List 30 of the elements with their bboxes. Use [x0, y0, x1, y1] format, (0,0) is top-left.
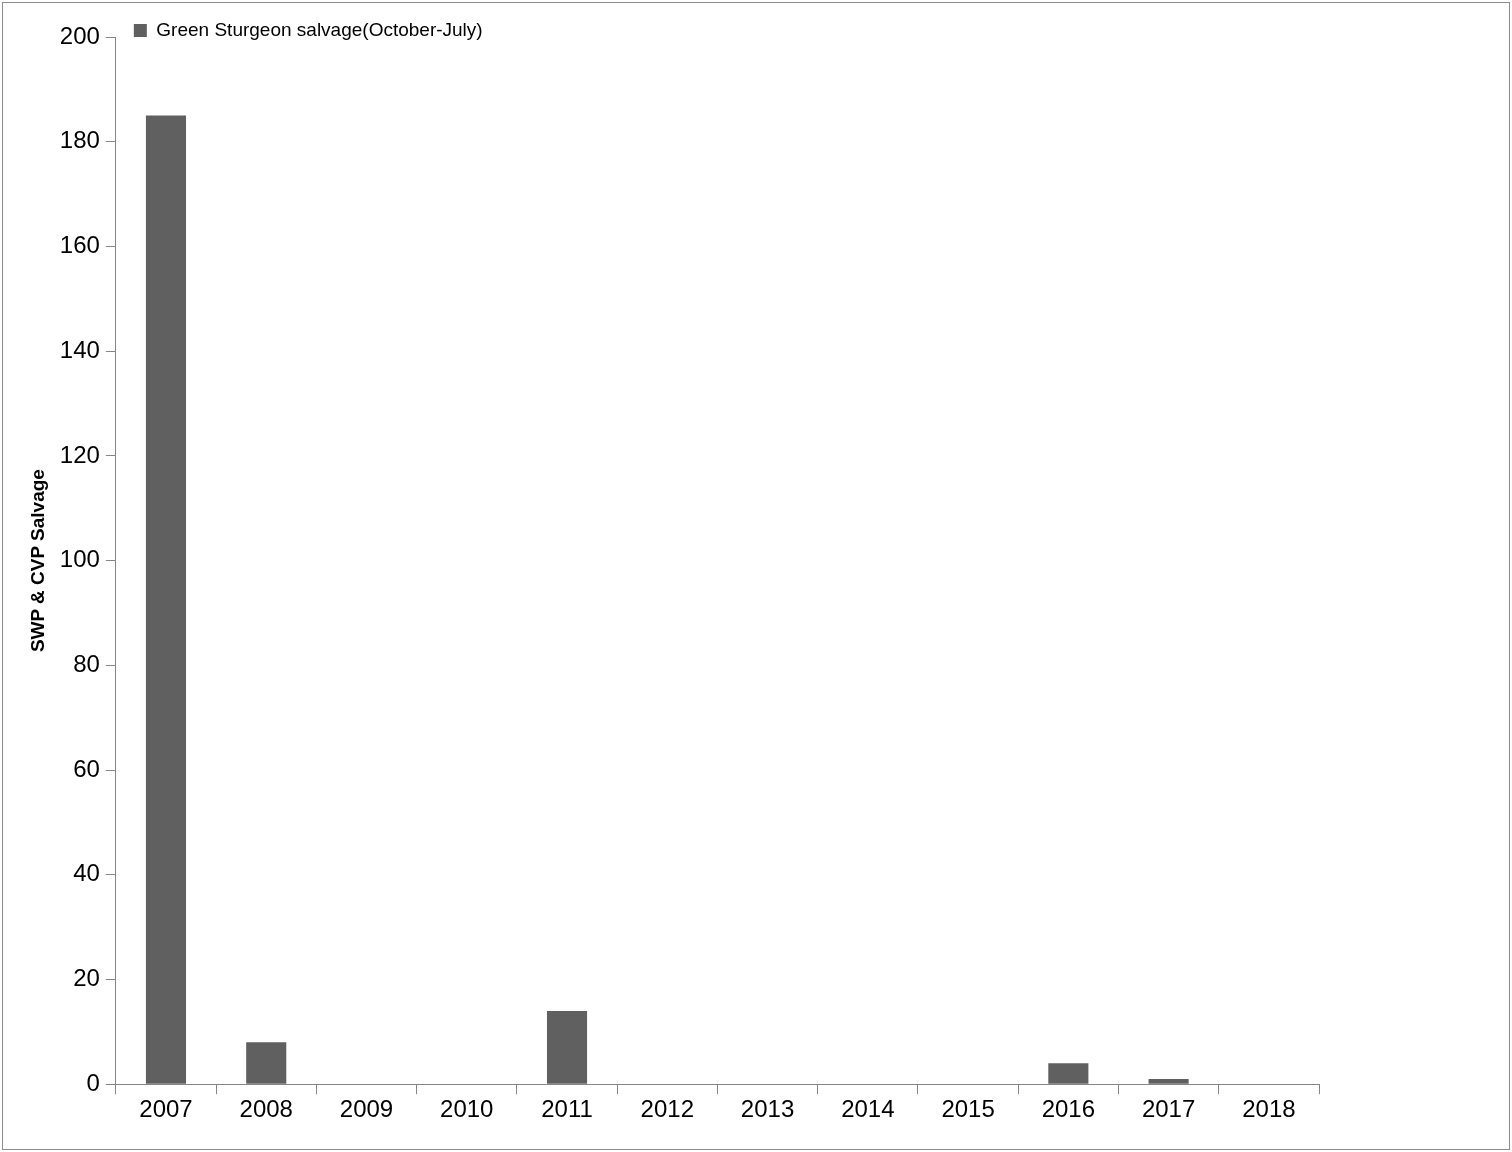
y-tick-label: 200	[59, 21, 100, 49]
x-tick-label: 2013	[740, 1095, 795, 1123]
y-tick-label: 20	[73, 964, 100, 992]
y-axis-title: SWP & CVP Salvage	[26, 469, 48, 653]
y-tick-label: 60	[73, 754, 100, 782]
x-tick-label: 2007	[139, 1095, 193, 1123]
y-tick-label: 160	[59, 231, 100, 259]
y-tick-label: 140	[59, 335, 100, 363]
y-tick-label: 0	[86, 1068, 100, 1096]
bar	[1048, 1063, 1089, 1084]
legend-label: Green Sturgeon salvage(October-July)	[156, 18, 483, 40]
y-tick-label: 80	[73, 649, 100, 677]
x-tick-label: 2017	[1141, 1095, 1196, 1123]
x-tick-label: 2011	[541, 1095, 593, 1123]
x-tick-label: 2012	[640, 1095, 694, 1123]
bar	[546, 1010, 588, 1084]
y-tick-label: 120	[59, 440, 100, 468]
bar	[1148, 1078, 1189, 1084]
y-tick-label: 100	[59, 545, 100, 573]
x-tick-label: 2018	[1242, 1095, 1296, 1123]
y-tick-label: 40	[73, 859, 100, 887]
bar	[246, 1042, 287, 1084]
x-tick-label: 2014	[841, 1095, 895, 1123]
bar	[145, 115, 187, 1084]
x-tick-label: 2008	[239, 1095, 293, 1123]
x-tick-label: 2010	[440, 1095, 494, 1123]
y-tick-label: 180	[59, 126, 100, 154]
x-tick-label: 2015	[941, 1095, 995, 1123]
x-tick-label: 2016	[1041, 1095, 1096, 1123]
x-tick-label: 2009	[339, 1095, 394, 1123]
